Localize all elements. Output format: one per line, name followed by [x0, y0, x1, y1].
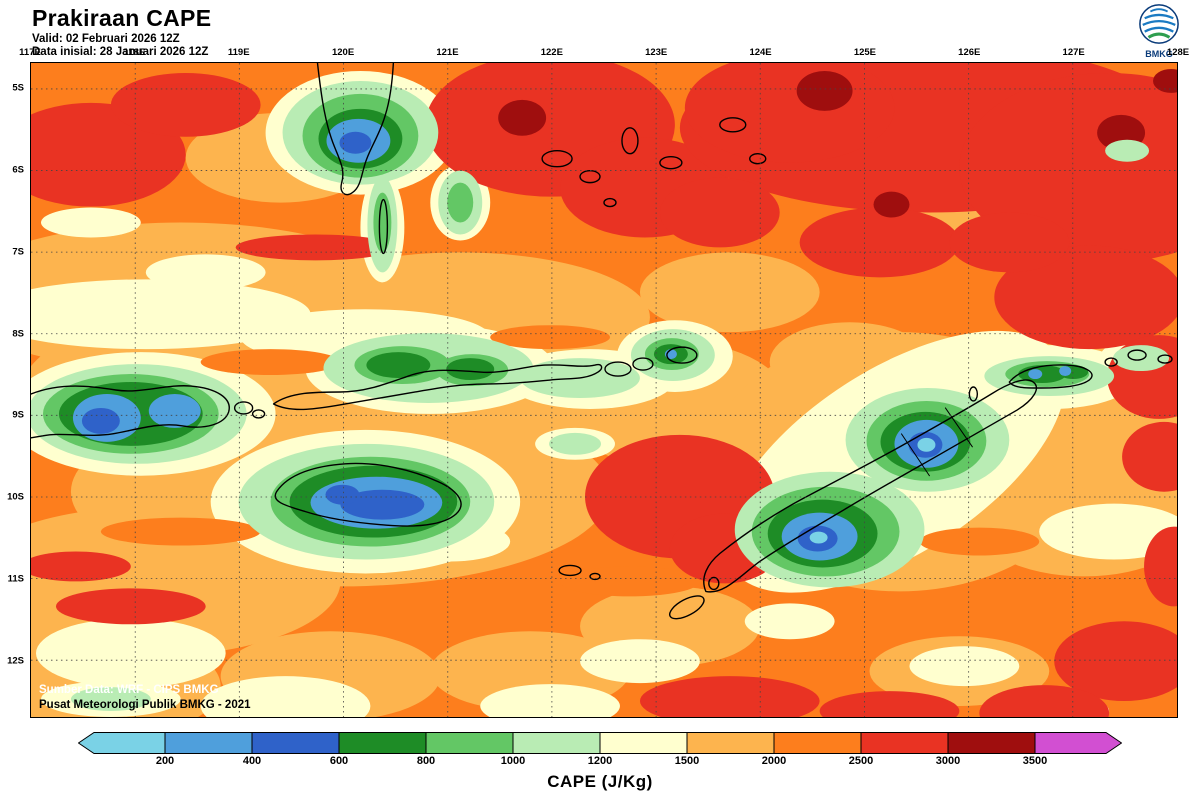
longitude-axis: 117E 118E 119E 120E 121E 122E 123E 124E 125E 126E… — [19, 47, 1189, 60]
lat-label-9S: 9S — [12, 409, 24, 421]
lon-label-117E: 117E — [19, 47, 41, 58]
graticule — [31, 63, 1177, 717]
lon-label-119E: 119E — [227, 47, 250, 58]
legend-tick-600: 600 — [329, 755, 349, 767]
lon-label-123E: 123E — [645, 47, 668, 58]
lon-label-118E: 118E — [123, 47, 146, 58]
lat-label-7S: 7S — [12, 246, 24, 258]
lon-label-126E: 126E — [958, 47, 981, 58]
publisher-line: Pusat Meteorologi Publik BMKG - 2021 — [39, 699, 251, 712]
contour-layer-cyan — [809, 437, 936, 544]
legend-tick-3500: 3500 — [1022, 755, 1048, 767]
lat-label-5S: 5S — [12, 82, 24, 94]
bmkg-logo-label: BMKG — [1145, 49, 1173, 59]
lat-label-10S: 10S — [7, 491, 24, 503]
legend-tick-1000: 1000 — [500, 755, 526, 767]
lon-label-120E: 120E — [331, 47, 355, 58]
map-frame: Sumber Data: WRF - CIPS BMKG Pusat Meteo… — [30, 62, 1178, 718]
legend-tick-400: 400 — [242, 755, 262, 767]
init-time: Data inisial: 28 Januari 2026 12Z — [32, 46, 209, 58]
lat-label-12S: 12S — [7, 655, 24, 667]
lon-label-121E: 121E — [436, 47, 459, 58]
lon-label-124E: 124E — [749, 47, 772, 58]
legend-colorbar — [78, 732, 1122, 754]
data-source-line: Sumber Data: WRF - CIPS BMKG — [39, 684, 219, 697]
lon-label-128E: 128E — [1166, 47, 1190, 58]
lat-label-8S: 8S — [12, 328, 24, 340]
latitude-axis: 5S 6S 7S 8S 9S 10S 11S 12S — [0, 62, 28, 718]
legend-tick-800: 800 — [416, 755, 436, 767]
contour-texture-orange — [100, 325, 1040, 597]
legend-tick-2500: 2500 — [848, 755, 874, 767]
legend-tick-1500: 1500 — [674, 755, 700, 767]
lon-label-125E: 125E — [853, 47, 876, 58]
lon-label-122E: 122E — [540, 47, 563, 58]
lat-label-6S: 6S — [12, 164, 24, 176]
page-title: Prakiraan CAPE — [32, 5, 212, 31]
legend-tick-1200: 1200 — [587, 755, 613, 767]
credits: Sumber Data: WRF - CIPS BMKG Pusat Meteo… — [39, 683, 251, 713]
legend-tick-2000: 2000 — [761, 755, 787, 767]
lon-label-127E: 127E — [1062, 47, 1085, 58]
contour-layer-red — [31, 63, 1177, 717]
lat-label-11S: 11S — [7, 573, 24, 585]
bmkg-logo-icon — [1139, 4, 1179, 44]
bmkg-logo: BMKG — [1134, 3, 1184, 59]
legend-caption: CAPE (J/Kg) — [547, 772, 653, 791]
cape-contour-map — [31, 63, 1177, 717]
legend-tick-labels: 200 400 600 800 1000 1200 1500 2000 2500 3000 3500 — [78, 755, 1122, 769]
valid-time: Valid: 02 Februari 2026 12Z — [32, 33, 180, 45]
header: Prakiraan CAPE Valid: 02 Februari 2026 1… — [32, 5, 211, 58]
legend-tick-200: 200 — [155, 755, 175, 767]
cape-legend: 200 400 600 800 1000 1200 1500 2000 2500 3000 3500… — [78, 732, 1122, 792]
coastlines — [31, 63, 1173, 620]
legend-tick-3000: 3000 — [935, 755, 961, 767]
